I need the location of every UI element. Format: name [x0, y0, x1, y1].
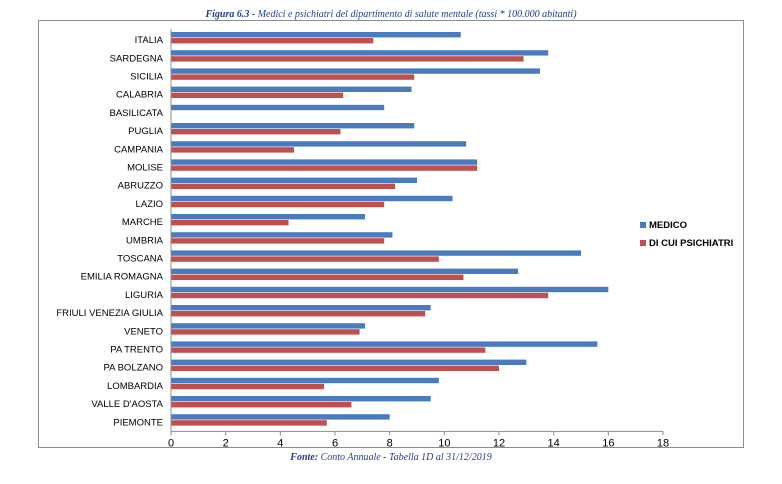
x-tick-label-16: 16 [602, 437, 614, 449]
bar-medico-campania [171, 141, 467, 147]
bar-di-cui-psichiatri-pa-bolzano [171, 365, 499, 371]
bar-di-cui-psichiatri-piemonte [171, 420, 327, 426]
bar-di-cui-psichiatri-campania [171, 147, 294, 153]
bar-medico-molise [171, 159, 478, 165]
bar-di-cui-psichiatri-veneto [171, 329, 360, 335]
figure-title: Figura 6.3 - Medici e psichiatri del dip… [0, 9, 782, 20]
legend-label-di-cui-psichiatri: DI CUI PSICHIATRI [649, 238, 733, 249]
category-label-umbria: UMBRIA [126, 235, 164, 246]
legend: MEDICO DI CUI PSICHIATRI [640, 220, 733, 249]
bar-medico-calabria [171, 86, 412, 92]
bar-medico-friuli-venezia-giulia [171, 305, 431, 311]
x-axis: 0 2 4 6 8 10 12 14 16 18 [168, 29, 669, 449]
bar-di-cui-psichiatri-sardegna [171, 56, 524, 62]
bar-di-cui-psichiatri-friuli-venezia-giulia [171, 311, 426, 317]
category-label-pa-trento: PA TRENTO [110, 345, 163, 356]
category-label-puglia: PUGLIA [128, 126, 164, 137]
bar-di-cui-psichiatri-calabria [171, 92, 344, 98]
bar-medico-liguria [171, 286, 609, 293]
bar-di-cui-psichiatri-molise [171, 165, 478, 171]
x-tick-label-18: 18 [657, 437, 669, 449]
bar-medico-piemonte [171, 414, 390, 420]
category-label-sicilia: SICILIA [130, 72, 163, 83]
bar-medico-lombardia [171, 377, 439, 384]
legend-label-medico: MEDICO [649, 220, 687, 231]
chart-frame [38, 20, 744, 448]
category-label-liguria: LIGURIA [125, 290, 164, 301]
bar-di-cui-psichiatri-marche [171, 220, 289, 226]
bars-group [171, 32, 609, 426]
bar-medico-veneto [171, 323, 366, 329]
category-label-calabria: CALABRIA [116, 90, 164, 101]
bar-medico-basilicata [171, 104, 385, 111]
category-label-toscana: TOSCANA [117, 254, 163, 265]
x-tick-label-2: 2 [223, 437, 229, 449]
category-label-campania: CAMPANIA [114, 144, 164, 155]
bar-di-cui-psichiatri-liguria [171, 292, 549, 299]
category-label-piemonte: PIEMONTE [113, 417, 163, 428]
figure-label: Figura 6.3 - [205, 9, 256, 20]
bar-medico-valle-d-aosta [171, 396, 431, 402]
bar-medico-lazio [171, 195, 453, 202]
source-note: Fonte: Conto Annuale - Tabella 1D al 31/… [0, 452, 782, 463]
x-tick-label-12: 12 [493, 437, 505, 449]
bar-di-cui-psichiatri-umbria [171, 238, 385, 244]
x-tick-label-14: 14 [548, 437, 560, 449]
bar-medico-sicilia [171, 68, 540, 74]
bar-medico-pa-bolzano [171, 359, 527, 365]
category-label-friuli-venezia-giulia: FRIULI VENEZIA GIULIA [56, 308, 163, 319]
category-label-emilia-romagna: EMILIA ROMAGNA [81, 272, 164, 283]
source-label: Fonte: [290, 452, 319, 463]
bar-medico-toscana [171, 250, 581, 256]
category-label-basilicata: BASILICATA [110, 108, 164, 119]
x-tick-label-6: 6 [332, 437, 338, 449]
bar-di-cui-psichiatri-italia [171, 38, 374, 44]
category-label-italia: ITALIA [135, 35, 164, 46]
bar-medico-marche [171, 214, 366, 220]
bar-di-cui-psichiatri-valle-d-aosta [171, 402, 352, 408]
bar-di-cui-psichiatri-lombardia [171, 383, 325, 390]
bar-di-cui-psichiatri-sicilia [171, 74, 415, 80]
x-tick-label-8: 8 [387, 437, 393, 449]
bar-medico-abruzzo [171, 177, 417, 183]
category-label-marche: MARCHE [122, 217, 163, 228]
bar-di-cui-psichiatri-puglia [171, 129, 341, 135]
source-text: Conto Annuale - Tabella 1D al 31/12/2019 [320, 452, 492, 463]
legend-swatch-di-cui-psichiatri [640, 240, 646, 246]
bar-medico-italia [171, 32, 461, 38]
category-label-abruzzo: ABRUZZO [118, 181, 163, 192]
x-tick-label-0: 0 [168, 437, 174, 449]
x-tick-label-10: 10 [438, 437, 450, 449]
bar-di-cui-psichiatri-toscana [171, 256, 439, 262]
bar-medico-pa-trento [171, 341, 598, 347]
category-label-lombardia: LOMBARDIA [107, 381, 164, 392]
category-labels: ITALIA SARDEGNA SICILIA CALABRIA BASILICATA P… [56, 35, 163, 428]
bar-medico-emilia-romagna [171, 268, 519, 274]
category-label-molise: MOLISE [127, 163, 163, 174]
category-label-veneto: VENETO [124, 326, 163, 337]
bar-di-cui-psichiatri-lazio [171, 201, 385, 208]
category-label-pa-bolzano: PA BOLZANO [104, 363, 163, 374]
figure-title-text: Medici e psichiatri del dipartimento di … [257, 9, 577, 20]
bar-medico-sardegna [171, 50, 549, 56]
bar-di-cui-psichiatri-emilia-romagna [171, 274, 464, 280]
x-tick-label-4: 4 [277, 437, 283, 449]
bar-medico-umbria [171, 232, 393, 238]
category-label-valle-d-aosta: VALLE D'AOSTA [91, 399, 163, 410]
bar-medico-puglia [171, 123, 415, 129]
bar-di-cui-psichiatri-abruzzo [171, 183, 396, 189]
bar-di-cui-psichiatri-pa-trento [171, 347, 486, 353]
category-label-sardegna: SARDEGNA [110, 53, 164, 64]
legend-swatch-medico [640, 222, 646, 228]
category-label-lazio: LAZIO [136, 199, 163, 210]
